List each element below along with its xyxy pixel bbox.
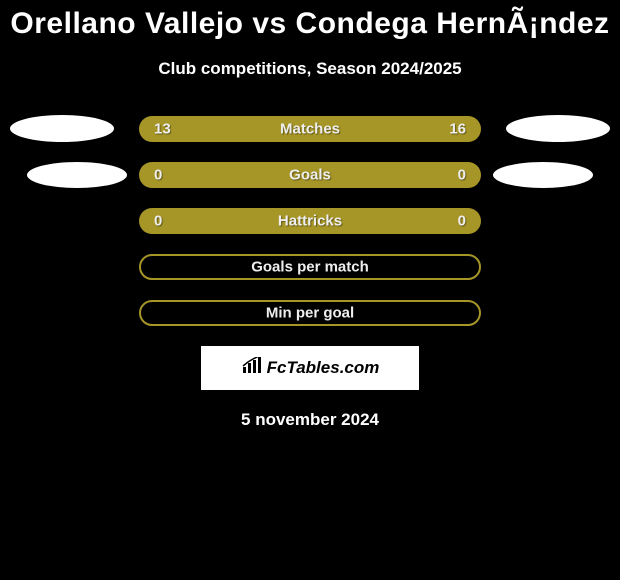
stat-bar: 0 0 Goals (139, 162, 481, 188)
left-ellipse-slot (10, 115, 125, 142)
stat-label: Goals per match (251, 259, 369, 276)
right-ellipse-slot (495, 162, 613, 188)
right-ellipse-slot (495, 115, 610, 142)
date-text: 5 november 2024 (10, 410, 610, 430)
stat-label: Hattricks (278, 213, 342, 230)
stat-bar: Min per goal (139, 300, 481, 326)
stat-right-value: 0 (458, 167, 466, 184)
stat-left-value: 0 (154, 213, 162, 230)
brand-text: FcTables.com (267, 358, 380, 378)
page-title: Orellano Vallejo vs Condega HernÃ¡ndez (10, 7, 610, 41)
stat-row: Goals per match (10, 254, 610, 280)
brand-box: FcTables.com (201, 346, 419, 390)
stat-label: Goals (289, 167, 331, 184)
player-left-ellipse (10, 115, 114, 142)
subtitle: Club competitions, Season 2024/2025 (10, 59, 610, 79)
stat-bar: Goals per match (139, 254, 481, 280)
stat-left-value: 0 (154, 167, 162, 184)
bar-chart-icon (241, 357, 263, 380)
stat-bar: 13 16 Matches (139, 116, 481, 142)
stat-label: Matches (280, 120, 340, 137)
player-left-ellipse (27, 162, 127, 188)
player-right-ellipse (506, 115, 610, 142)
comparison-card: Orellano Vallejo vs Condega HernÃ¡ndez C… (0, 0, 620, 435)
stat-right-value: 16 (449, 120, 466, 137)
stat-row: Min per goal (10, 300, 610, 326)
bar-left-fill (139, 162, 310, 188)
left-ellipse-slot (7, 162, 125, 188)
stat-row: 0 0 Goals (10, 162, 610, 188)
player-right-ellipse (493, 162, 593, 188)
bar-right-fill (310, 162, 481, 188)
stat-row: 13 16 Matches (10, 115, 610, 142)
stat-row: 0 0 Hattricks (10, 208, 610, 234)
stat-left-value: 13 (154, 120, 171, 137)
stat-right-value: 0 (458, 213, 466, 230)
stat-rows: 13 16 Matches 0 0 Goals 0 0 Hattricks Goals per m… (10, 115, 610, 326)
stat-label: Min per goal (266, 305, 354, 322)
stat-bar: 0 0 Hattricks (139, 208, 481, 234)
